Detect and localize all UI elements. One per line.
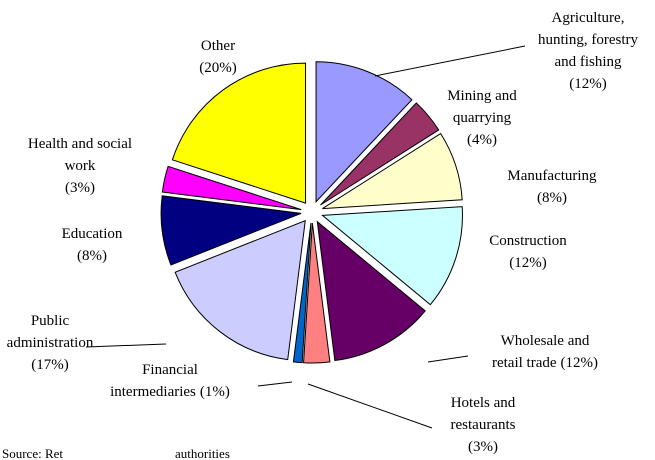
leader-line	[427, 355, 469, 363]
leader-line	[374, 45, 526, 77]
slice-label: Agriculture, hunting, forestry and fishing	[538, 10, 638, 70]
pie-slice	[161, 165, 302, 211]
slice-label: Other	[201, 38, 235, 54]
value-label: (3%)	[468, 439, 498, 455]
leader-line	[85, 343, 167, 348]
leader-line	[257, 381, 293, 387]
slice-label: Mining and quarrying	[447, 88, 517, 126]
value-label: (1%)	[200, 384, 230, 400]
slice-label: Wholesale and retail trade	[492, 333, 590, 371]
leader-line	[307, 383, 433, 429]
value-label: (20%)	[199, 60, 237, 76]
value-label: (12%)	[561, 355, 599, 371]
value-label: (17%)	[31, 357, 69, 373]
pie-slice	[321, 206, 463, 306]
slice-label: Public administration	[7, 313, 94, 351]
slice-label: Manufacturing	[507, 168, 597, 184]
slice-label: Construction	[489, 233, 567, 249]
value-label: (12%)	[509, 255, 547, 271]
source: authorities	[175, 446, 230, 460]
pie-slice	[315, 61, 413, 204]
value-label: (3%)	[65, 180, 95, 196]
pie-slice	[303, 222, 331, 364]
pie-slice	[160, 195, 302, 266]
slice-label: Education	[62, 226, 123, 242]
source: Source: Ret	[2, 446, 63, 460]
pie-slice	[292, 222, 312, 364]
pie-slice	[174, 219, 306, 361]
slice-label: Financial intermediaries	[110, 362, 198, 400]
slice-label: Health and social work	[28, 136, 132, 174]
value-label: (12%)	[569, 76, 607, 92]
pie-slice	[171, 62, 307, 204]
slice-label: Hotels and restaurants	[451, 395, 516, 433]
value-label: (8%)	[537, 190, 567, 206]
pie-slice	[316, 220, 426, 362]
value-label: (4%)	[467, 132, 497, 148]
pie-slice	[320, 102, 440, 206]
pie-slice	[322, 132, 463, 210]
value-label: (8%)	[77, 248, 107, 264]
